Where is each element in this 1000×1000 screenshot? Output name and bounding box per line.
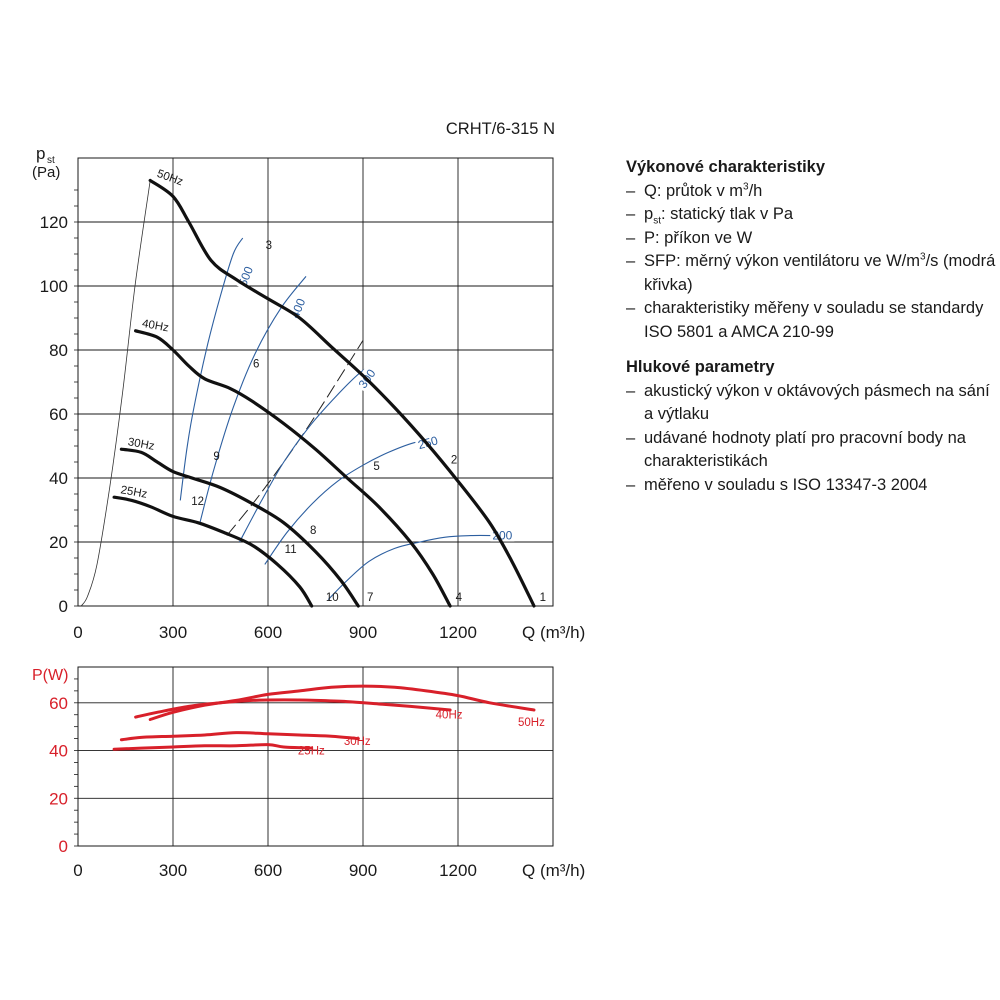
operating-point-label: 11 [285,544,297,556]
noise-heading: Hlukové parametry [626,358,775,376]
fan-curve-label-30Hz: 30Hz [127,436,156,453]
pressure-ytick-label: 60 [49,405,68,424]
legend-subscript: st [653,215,661,227]
power-curve-label-40Hz: 40Hz [436,710,463,722]
operating-point-label: 2 [451,454,457,466]
legend-text: : statický tlak v Pa [660,205,794,223]
noise-item: akustický výkon v oktávových pásmech na … [626,380,998,427]
fan-curve-25Hz [112,495,314,608]
power-curve-30Hz [119,731,360,742]
power-curve-25Hz [112,743,314,751]
pressure-xlabel: Q (m³/h) [522,623,585,642]
legend-text: /s (modrá křivka) [644,252,996,294]
power-xtick-label: 900 [349,861,377,880]
pressure-ytick-label: 100 [40,277,68,296]
pressure-ytick-label: 80 [49,341,68,360]
operating-point-label: 7 [367,592,373,604]
chart-title: CRHT/6-315 N [446,120,555,138]
performance-heading: Výkonové charakteristiky [626,158,826,176]
legend-text: P: příkon ve W [644,228,753,247]
legend-text: akustický výkon v oktávových pásmech na … [644,381,990,424]
performance-item: Q: průtok v m3/h [626,180,998,204]
legend-text: p [644,205,654,223]
noise-item: udávané hodnoty platí pro pracovní body … [626,427,998,474]
pressure-ylabel-subscript: st [47,155,55,166]
sfp-label-bg [286,294,309,322]
pressure-ytick-label: 120 [40,213,68,232]
legend-superscript: 3 [920,251,926,263]
pressure-xtick-label: 900 [349,623,377,642]
operating-point-label: 3 [266,240,272,252]
power-curve-label-50Hz: 50Hz [518,717,545,729]
sfp-curve-400 [199,276,307,523]
power-plot-frame [77,666,554,847]
operating-point-label: 8 [310,525,316,537]
performance-item: SFP: měrný výkon ventilátoru ve W/m3/s (… [626,250,998,297]
pressure-xtick-label: 600 [254,623,282,642]
pressure-xtick-label: 0 [73,623,82,642]
sfp-curve-200 [327,534,497,600]
fan-curve-label-40Hz: 40Hz [141,318,170,335]
pressure-plot-frame [77,157,554,607]
power-ytick-label: 60 [49,694,68,713]
power-xlabel: Q (m³/h) [522,861,585,880]
legend-text: charakteristiky měřeny v souladu se stan… [644,299,984,341]
legend-text: Q: průtok v m [644,181,744,200]
performance-item: pst: statický tlak v Pa [626,203,998,227]
operating-point-label: 10 [326,592,339,604]
operating-point-label: 4 [456,592,463,604]
power-chart: 0 300 600 900 1200 0 20 40 60 P(W) Q (m³/h) 50Hz 40H… [32,666,585,880]
power-ylabel: P(W) [32,667,68,684]
dashed-line [226,340,364,536]
power-curve-40Hz [134,698,452,719]
performance-list: Q: průtok v m3/hpst: statický tlak v PaP… [626,180,998,345]
fan-curve-label-25Hz: 25Hz [120,484,149,501]
legend-text: měřeno v souladu s ISO 13347-3 2004 [644,475,928,494]
pressure-ylabel: p [36,144,45,163]
power-xtick-label: 600 [254,861,282,880]
fan-curve-30Hz [119,447,360,608]
performance-item: P: příkon ve W [626,227,998,251]
legend-text: udávané hodnoty platí pro pracovní body … [644,428,966,471]
performance-item: charakteristiky měřeny v souladu se stan… [626,297,998,344]
noise-list: akustický výkon v oktávových pásmech na … [626,380,998,498]
legend-text: SFP: měrný výkon ventilátoru ve W/m [644,252,920,270]
fan-curve-50Hz [148,178,536,608]
sfp-curve-500 [179,237,244,501]
power-xtick-label: 300 [159,861,187,880]
fan-curve-40Hz [134,329,452,608]
sfp-curve-250 [264,439,433,565]
power-curve-label-30Hz: 30Hz [344,736,371,748]
pressure-xtick-label: 300 [159,623,187,642]
operating-point-label: 6 [253,358,259,370]
operating-point-label: 12 [191,496,204,508]
noise-item: měřeno v souladu s ISO 13347-3 2004 [626,474,998,498]
sfp-curve-300 [239,365,370,543]
power-ytick-label: 40 [49,742,68,761]
pressure-ytick-label: 0 [59,597,68,616]
operating-point-label: 5 [373,461,379,473]
pressure-yunit: (Pa) [32,164,60,181]
legend-panel: Výkonové charakteristiky Q: průtok v m3/… [626,156,998,509]
pressure-chart: 0 300 600 900 1200 0 20 40 60 80 100 120 CRHT/6-315 … [32,120,585,642]
power-ytick-label: 20 [49,789,68,808]
power-xtick-label: 0 [73,861,82,880]
power-ytick-label: 0 [59,837,68,856]
power-xtick-label: 1200 [439,861,477,880]
pressure-xtick-label: 1200 [439,623,477,642]
system-curve [80,180,151,607]
power-curve-label-25Hz: 25Hz [298,746,325,758]
operating-point-label: 9 [213,451,219,463]
pressure-ytick-label: 40 [49,469,68,488]
pressure-ytick-label: 20 [49,533,68,552]
legend-superscript: 3 [743,181,749,192]
legend-text: /h [748,181,763,200]
operating-point-label: 1 [540,592,546,604]
